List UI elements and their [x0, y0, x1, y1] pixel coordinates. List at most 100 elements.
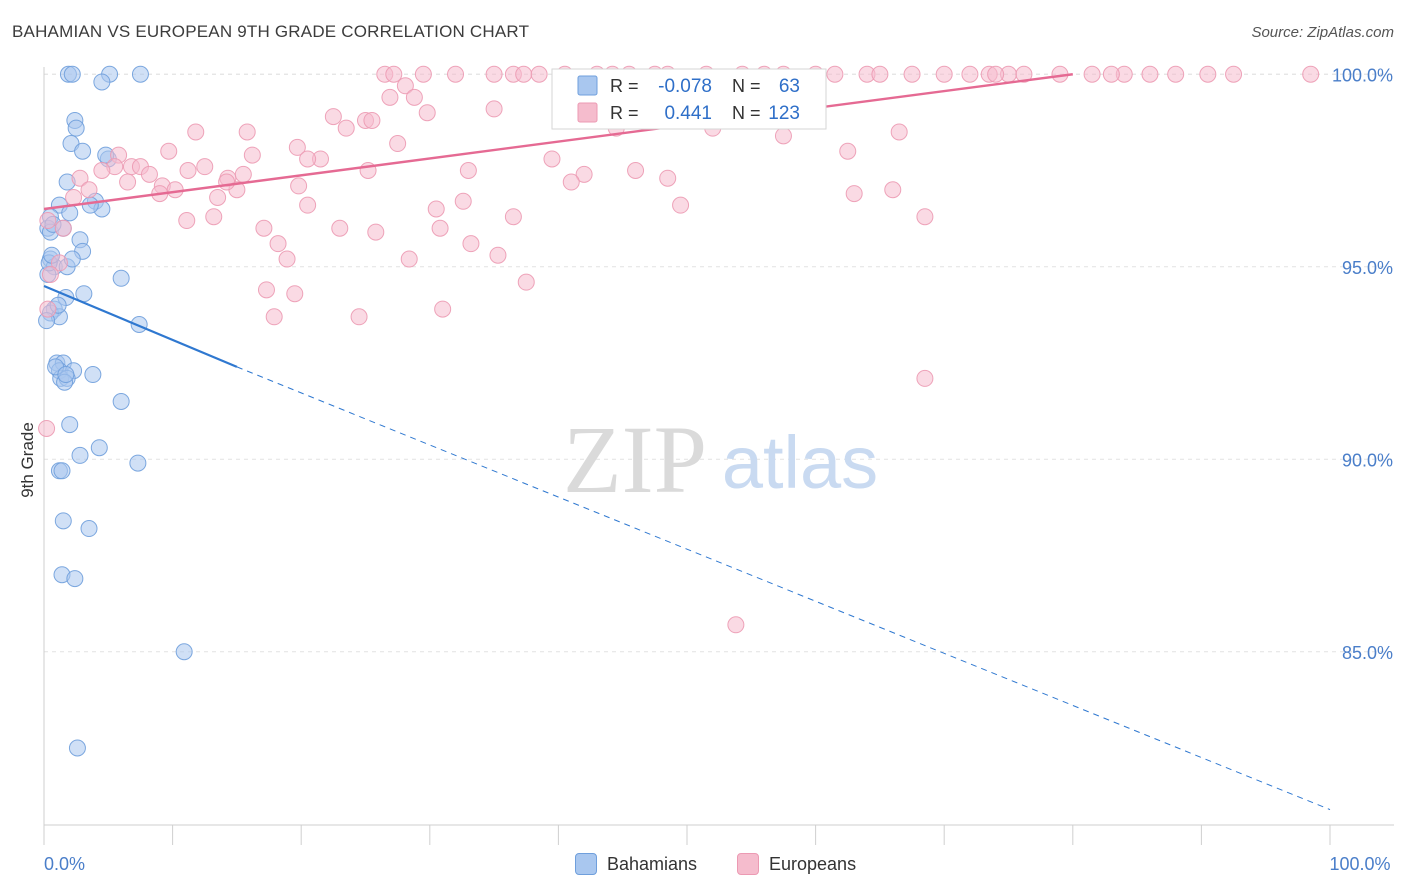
european-point [1199, 65, 1217, 83]
european-point [299, 150, 317, 168]
european-point [504, 208, 522, 226]
bahamian-point [81, 196, 99, 214]
european-point [265, 308, 283, 326]
european-point [845, 185, 863, 203]
y-axis-label: 9th Grade [18, 422, 37, 498]
european-point [434, 300, 452, 318]
european-point [255, 219, 273, 237]
european-point [427, 200, 445, 218]
legend-swatch-bahamians [575, 853, 597, 875]
european-point [405, 88, 423, 106]
european-point [418, 104, 436, 122]
european-point [238, 123, 256, 141]
european-point [903, 65, 921, 83]
european-point [916, 208, 934, 226]
bahamian-point [71, 446, 89, 464]
european-point [140, 165, 158, 183]
european-point [961, 65, 979, 83]
bahamian-point [90, 439, 108, 457]
european-point [196, 158, 214, 176]
bahamian-point [131, 65, 149, 83]
european-point [187, 123, 205, 141]
european-point [324, 108, 342, 126]
watermark-atlas: atlas [722, 421, 878, 504]
bahamian-point [66, 570, 84, 588]
european-point [54, 219, 72, 237]
european-point [485, 65, 503, 83]
european-point [38, 419, 56, 437]
european-point [454, 192, 472, 210]
bahamian-point [63, 65, 81, 83]
european-point [400, 250, 418, 268]
european-point [1302, 65, 1320, 83]
bahamian-point [112, 269, 130, 287]
european-point [627, 162, 645, 179]
legend-label-europeans: Europeans [769, 853, 857, 874]
european-point [71, 169, 89, 187]
source-credit: Source: ZipAtlas.com [1251, 24, 1394, 41]
data-points [38, 65, 1320, 757]
bahamian-point [84, 366, 102, 384]
legend-label-bahamians: Bahamians [607, 853, 698, 874]
european-point [884, 181, 902, 199]
european-point [50, 254, 68, 272]
european-point [288, 138, 306, 156]
european-point [178, 212, 196, 230]
european-point [160, 142, 178, 160]
european-point [331, 219, 349, 237]
bahamian-point [80, 520, 98, 538]
european-point [543, 150, 561, 168]
european-point [1167, 65, 1185, 83]
bahamian-point [67, 119, 85, 137]
european-trend-line [43, 73, 1073, 211]
european-point [385, 65, 403, 83]
european-point [515, 65, 533, 83]
axes: 100.0% 95.0% 90.0% 85.0% 0.0% 100.0% [43, 65, 1394, 874]
european-point [234, 165, 252, 183]
european-point [218, 173, 236, 191]
x-tick-label: 0.0% [44, 854, 85, 874]
y-tick-label: 95.0% [1342, 258, 1393, 278]
y-tick-label: 85.0% [1342, 643, 1393, 663]
bahamian-point [74, 142, 92, 160]
legend-item-europeans[interactable]: Europeans [737, 853, 856, 875]
bahamian-point [61, 416, 79, 434]
european-point [243, 146, 261, 164]
european-point [826, 65, 844, 83]
bahamian-point [129, 454, 147, 472]
bahamian-point [175, 643, 193, 661]
stats-n-value-europeans: 123 [768, 103, 800, 124]
european-point [179, 162, 197, 179]
legend-item-bahamians[interactable]: Bahamians [575, 853, 697, 875]
european-point [363, 111, 381, 129]
watermark-zip: ZIP [563, 406, 707, 513]
european-point [727, 616, 745, 634]
european-point [381, 88, 399, 106]
european-point [774, 127, 792, 145]
european-point [1015, 65, 1033, 83]
european-point [462, 235, 480, 253]
stats-r-value-bahamians: -0.078 [658, 76, 712, 97]
y-tick-label: 90.0% [1342, 450, 1393, 470]
european-point [80, 181, 98, 199]
european-point [890, 123, 908, 141]
european-point [367, 223, 385, 241]
european-point [1083, 65, 1101, 83]
european-point [1225, 65, 1243, 83]
european-point [350, 308, 368, 326]
trend-lines [43, 73, 1331, 811]
european-point [396, 77, 414, 95]
stats-n-label-europeans: N = [732, 103, 761, 123]
european-point [337, 119, 355, 137]
chart-title: BAHAMIAN VS EUROPEAN 9TH GRADE CORRELATI… [12, 22, 530, 41]
european-point [389, 135, 407, 153]
european-point [286, 285, 304, 303]
stats-n-label-bahamians: N = [732, 76, 761, 96]
european-point [278, 250, 296, 268]
legend-swatch-europeans [737, 853, 759, 875]
european-point [871, 65, 889, 83]
stats-r-label-europeans: R = [610, 103, 639, 123]
bahamian-point [57, 366, 75, 384]
stats-n-value-bahamians: 63 [779, 76, 800, 97]
european-point [119, 173, 137, 191]
